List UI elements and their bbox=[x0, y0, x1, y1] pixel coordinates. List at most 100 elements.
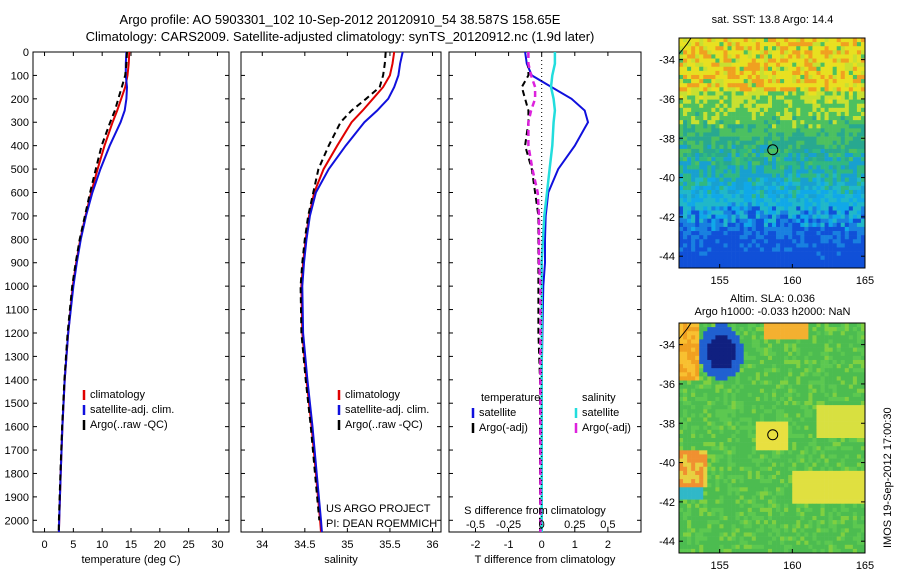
map-cell bbox=[848, 376, 854, 381]
map-cell bbox=[759, 251, 765, 256]
map-cell bbox=[780, 136, 785, 141]
y-tick-label: 1900 bbox=[5, 492, 29, 504]
map-cell bbox=[743, 401, 749, 406]
map-cell bbox=[844, 384, 850, 390]
map-cell bbox=[727, 103, 732, 109]
map-cell bbox=[828, 42, 833, 47]
map-cell bbox=[816, 429, 821, 435]
map-cell bbox=[715, 343, 720, 348]
map-cell bbox=[804, 91, 809, 96]
map-cell bbox=[852, 413, 858, 418]
map-cell bbox=[848, 181, 854, 187]
map-cell bbox=[852, 218, 858, 224]
map-cell bbox=[755, 222, 761, 228]
map-cell bbox=[727, 46, 732, 51]
map-cell bbox=[776, 450, 781, 455]
map-cell bbox=[852, 243, 858, 248]
map-cell bbox=[695, 153, 700, 158]
map-cell bbox=[824, 450, 829, 455]
map-cell bbox=[800, 83, 805, 88]
map-cell bbox=[848, 413, 854, 418]
map-cell bbox=[788, 243, 793, 248]
map-cell bbox=[824, 507, 829, 513]
map-cell bbox=[727, 169, 732, 174]
map-cell bbox=[683, 103, 688, 109]
map-cell bbox=[755, 368, 761, 373]
map-cell bbox=[695, 206, 700, 211]
map-cell bbox=[828, 487, 833, 492]
map-cell bbox=[840, 396, 846, 402]
map-cell bbox=[723, 148, 728, 154]
map-cell bbox=[747, 247, 753, 252]
map-cell bbox=[691, 214, 696, 220]
map-cell bbox=[727, 38, 732, 43]
map-cell bbox=[747, 120, 753, 125]
map-cell bbox=[812, 388, 817, 394]
map-cell bbox=[772, 487, 777, 492]
map-cell bbox=[755, 46, 761, 51]
map-cell bbox=[836, 429, 842, 435]
map-cell bbox=[848, 128, 854, 133]
map-cell bbox=[860, 487, 866, 492]
map-cell bbox=[679, 380, 684, 385]
map-cell bbox=[808, 368, 813, 373]
map-cell bbox=[687, 218, 692, 224]
map-cell bbox=[800, 54, 805, 59]
map-cell bbox=[767, 107, 773, 113]
map-cell bbox=[776, 376, 781, 381]
map-cell bbox=[828, 446, 833, 451]
map-cell bbox=[844, 438, 850, 443]
map-cell bbox=[840, 83, 846, 88]
map-cell bbox=[687, 507, 692, 513]
map-cell bbox=[763, 425, 769, 431]
map-cell bbox=[767, 194, 773, 199]
map-cell bbox=[687, 364, 692, 369]
map-cell bbox=[715, 405, 720, 410]
map-cell bbox=[828, 132, 833, 137]
map-cell bbox=[731, 169, 736, 174]
map-cell bbox=[703, 243, 708, 248]
map-cell bbox=[767, 454, 773, 459]
map-cell bbox=[683, 218, 688, 224]
map-cell bbox=[852, 323, 858, 328]
map-cell bbox=[695, 148, 700, 154]
map-cell bbox=[763, 206, 769, 211]
map-cell bbox=[695, 368, 700, 373]
map-cell bbox=[711, 450, 716, 455]
map-cell bbox=[719, 458, 724, 463]
map-cell bbox=[735, 376, 740, 381]
map-cell bbox=[828, 388, 833, 394]
map-cell bbox=[816, 54, 821, 59]
map-cell bbox=[796, 62, 801, 68]
map-cell bbox=[860, 503, 866, 509]
map-cell bbox=[856, 128, 862, 133]
map-cell bbox=[788, 148, 793, 154]
map-cell bbox=[743, 38, 749, 43]
map-cell bbox=[735, 202, 740, 207]
map-cell bbox=[820, 247, 825, 252]
map-cell bbox=[695, 255, 700, 261]
map-cell bbox=[727, 339, 732, 344]
map-cell bbox=[840, 487, 846, 492]
map-cell bbox=[711, 50, 716, 55]
map-cell bbox=[812, 495, 817, 500]
map-cell bbox=[727, 347, 732, 353]
map-cell bbox=[743, 351, 749, 357]
map-cell bbox=[816, 425, 821, 431]
map-cell bbox=[840, 120, 846, 125]
map-cell bbox=[828, 173, 833, 178]
map-cell bbox=[679, 364, 684, 369]
map-cell bbox=[695, 169, 700, 174]
map-cell bbox=[687, 255, 692, 261]
map-cell bbox=[703, 429, 708, 435]
map-cell bbox=[852, 368, 858, 373]
map-cell bbox=[755, 202, 761, 207]
map-cell bbox=[747, 54, 753, 59]
map-cell bbox=[715, 392, 720, 398]
map-cell bbox=[836, 91, 842, 96]
map-cell bbox=[735, 157, 740, 162]
map-cell bbox=[687, 491, 692, 496]
map-cell bbox=[723, 185, 728, 191]
map-cell bbox=[820, 438, 825, 443]
map-cell bbox=[796, 157, 801, 162]
